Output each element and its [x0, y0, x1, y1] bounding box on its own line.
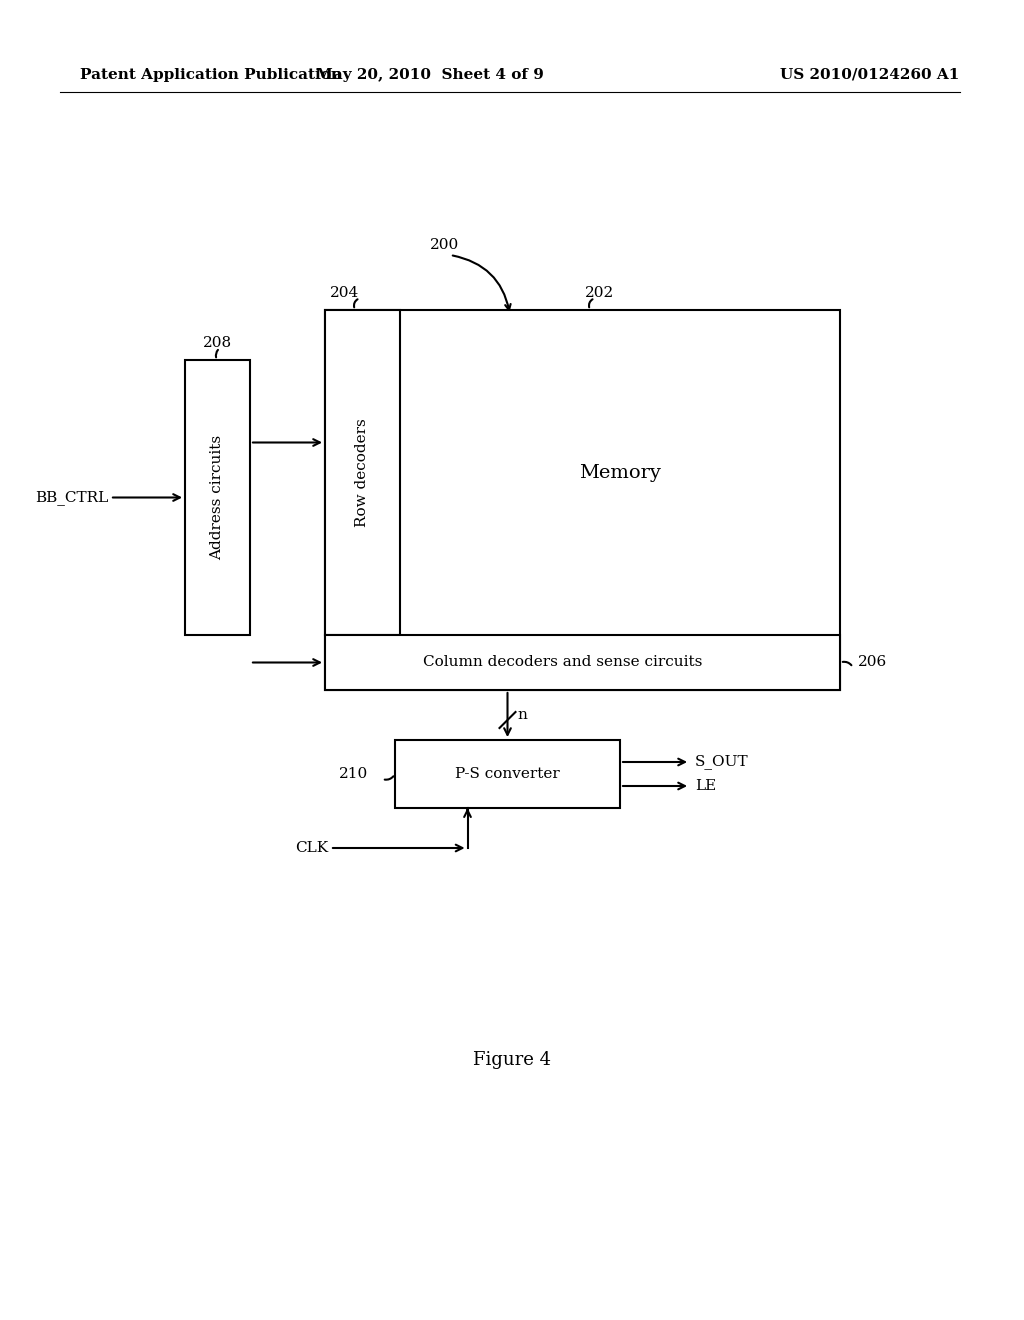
Bar [185, 360, 250, 635]
Text: 206: 206 [858, 656, 887, 669]
Text: 210: 210 [339, 767, 368, 781]
Text: Memory: Memory [579, 463, 660, 482]
Bar [325, 310, 840, 690]
Text: Row decoders: Row decoders [355, 418, 370, 527]
Bar [325, 635, 840, 690]
Text: Address circuits: Address circuits [211, 434, 224, 560]
Text: S_OUT: S_OUT [695, 755, 749, 770]
Text: n: n [517, 708, 527, 722]
Text: Figure 4: Figure 4 [473, 1051, 551, 1069]
Text: 204: 204 [331, 286, 359, 300]
Text: P-S converter: P-S converter [455, 767, 560, 781]
Text: LE: LE [695, 779, 716, 793]
Text: Column decoders and sense circuits: Column decoders and sense circuits [423, 656, 702, 669]
Bar [395, 741, 620, 808]
Bar [325, 310, 400, 635]
Text: US 2010/0124260 A1: US 2010/0124260 A1 [780, 69, 959, 82]
Text: Patent Application Publication: Patent Application Publication [80, 69, 342, 82]
Text: 200: 200 [430, 238, 459, 252]
Text: BB_CTRL: BB_CTRL [35, 490, 108, 506]
Text: May 20, 2010  Sheet 4 of 9: May 20, 2010 Sheet 4 of 9 [316, 69, 544, 82]
Text: 202: 202 [586, 286, 614, 300]
Text: 208: 208 [203, 337, 231, 350]
Text: CLK: CLK [295, 841, 328, 855]
